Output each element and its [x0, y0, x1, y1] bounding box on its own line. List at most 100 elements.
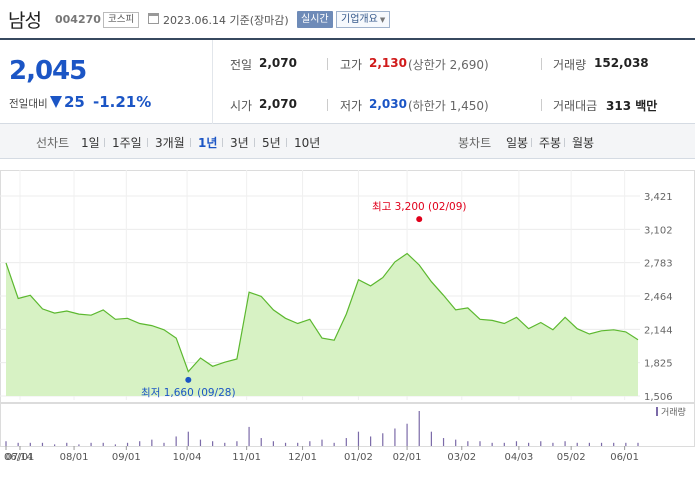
- y-tick-label: 2,464: [644, 292, 673, 303]
- tab-divider: [190, 138, 191, 147]
- candle-chart-label: 봉차트: [458, 136, 492, 150]
- line-chart-label: 선차트: [36, 136, 70, 150]
- calendar-icon: [148, 13, 159, 24]
- down-triangle-icon: [50, 96, 62, 108]
- volume-bar: [467, 441, 469, 446]
- price-line: [5, 252, 639, 373]
- trade-amount-label: 거래대금: [553, 99, 598, 113]
- tab-1y[interactable]: 1년: [198, 136, 218, 150]
- volume-bar: [212, 441, 214, 446]
- x-tick-label: 10/04: [173, 452, 202, 463]
- open-value: 2,070: [259, 97, 297, 111]
- stock-code: 004270: [55, 13, 101, 26]
- upper-limit: (상한가 2,690): [408, 58, 489, 72]
- volume-bar: [248, 426, 250, 446]
- volume-bar: [515, 441, 518, 446]
- tab-5y[interactable]: 5년: [262, 136, 281, 150]
- stock-name: 남성: [8, 10, 42, 32]
- open-label: 시가: [230, 99, 253, 113]
- volume-bar: [139, 441, 141, 446]
- tab-daily[interactable]: 일봉: [506, 136, 529, 150]
- volume-bar: [528, 442, 530, 446]
- volume-bar: [272, 441, 274, 446]
- volume-bar: [236, 441, 238, 446]
- min-marker: [185, 376, 192, 383]
- reference-date: 2023.06.14 기준(장마감): [163, 14, 289, 27]
- divider: [541, 99, 542, 111]
- volume-bar: [260, 438, 262, 446]
- x-tick-label: 07/01: [6, 452, 35, 463]
- volume-value: 152,038: [594, 56, 649, 70]
- x-tick-label: 02/01: [393, 452, 422, 463]
- chart-markers: 최고 3,200 (02/09) 최저 1,660 (09/28): [141, 201, 466, 399]
- volume-bar: [600, 442, 603, 446]
- prev-close-value: 2,070: [259, 56, 297, 70]
- volume-bar: [297, 442, 299, 446]
- tab-1w[interactable]: 1주일: [112, 136, 142, 150]
- volume-bar: [5, 441, 7, 446]
- volume-bars: 거래량: [5, 406, 686, 446]
- y-tick-label: 3,102: [644, 225, 673, 236]
- tab-divider: [254, 138, 255, 147]
- volume-bar: [491, 442, 493, 446]
- volume-bar: [90, 442, 92, 446]
- tab-weekly[interactable]: 주봉: [539, 136, 562, 150]
- stock-header: 남성 004270 코스피 2023.06.14 기준(장마감) 실시간 기업개…: [0, 0, 695, 38]
- volume-bar: [224, 442, 226, 446]
- volume-bar: [114, 444, 116, 446]
- volume-label: 거래량: [553, 58, 587, 72]
- volume-bar: [564, 441, 566, 446]
- tab-divider: [286, 138, 287, 147]
- volume-legend-swatch: [656, 407, 658, 416]
- company-overview-dropdown[interactable]: 기업개요 ▼: [336, 11, 391, 28]
- volume-bar: [187, 431, 189, 446]
- volume-bar: [479, 441, 481, 446]
- chart-grid: [0, 170, 695, 447]
- min-label: 최저 1,660 (09/28): [141, 387, 236, 399]
- volume-bar: [29, 442, 31, 446]
- y-axis: 3,421 3,102 2,783 2,464 2,144 1,825 1,506: [644, 192, 673, 403]
- volume-bar: [102, 442, 104, 446]
- volume-bar: [66, 442, 68, 446]
- volume-bar: [78, 444, 80, 446]
- volume-bar: [637, 442, 639, 446]
- volume-bar: [430, 431, 432, 446]
- volume-bar: [163, 442, 165, 446]
- x-tick-label: 01/02: [344, 452, 373, 463]
- volume-bar: [576, 442, 578, 446]
- volume-bar: [175, 436, 177, 446]
- tab-3m[interactable]: 3개월: [155, 136, 185, 150]
- high-label: 고가: [340, 58, 363, 72]
- chart-period-tabs: 선차트 1일 1주일 3개월 1년 3년 5년 10년 봉차트 일봉 주봉 월봉: [0, 124, 695, 159]
- y-tick-label: 1,506: [644, 392, 673, 403]
- prev-close-label: 전일: [230, 58, 253, 72]
- volume-bar: [613, 442, 615, 446]
- realtime-button[interactable]: 실시간: [297, 11, 333, 28]
- volume-bar: [418, 411, 420, 446]
- volume-bar: [382, 433, 384, 446]
- tab-3y[interactable]: 3년: [230, 136, 249, 150]
- volume-bar: [370, 436, 372, 446]
- volume-bar: [321, 439, 323, 446]
- tab-1d[interactable]: 1일: [81, 136, 100, 150]
- low-value: 2,030: [369, 97, 407, 111]
- volume-bar: [552, 442, 554, 446]
- tab-monthly[interactable]: 월봉: [572, 136, 595, 150]
- volume-bar: [406, 423, 408, 446]
- y-tick-label: 2,783: [644, 259, 673, 270]
- tab-divider: [222, 138, 223, 147]
- x-tick-label: 08/01: [60, 452, 89, 463]
- volume-bar: [284, 442, 287, 446]
- volume-bar: [333, 442, 335, 446]
- tab-10y[interactable]: 10년: [294, 136, 321, 150]
- company-overview-label: 기업개요: [341, 14, 378, 25]
- tab-divider: [531, 138, 532, 147]
- trade-amount-value: 313 백만: [606, 99, 658, 113]
- volume-plot-frame: [0, 403, 695, 447]
- max-marker: [416, 216, 423, 223]
- x-tick-label: 11/01: [232, 452, 261, 463]
- volume-bar: [345, 438, 347, 446]
- change-value: 25: [64, 93, 85, 111]
